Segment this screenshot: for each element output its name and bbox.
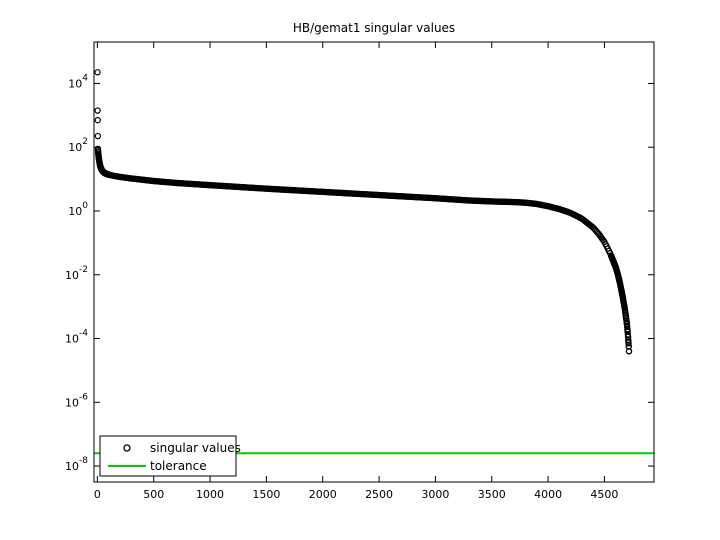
chart-title: HB/gemat1 singular values: [293, 21, 455, 35]
singular-values-layer: [94, 69, 633, 355]
y-tick-label: 10-8: [65, 456, 88, 473]
plot-area: [94, 42, 654, 482]
legend-box: [99, 435, 237, 477]
x-tick-label: 4000: [534, 488, 562, 501]
y-tick-label: 104: [68, 73, 88, 90]
x-tick-label: 3500: [478, 488, 506, 501]
x-tick-label: 500: [143, 488, 164, 501]
x-axis: 0 500 1000 1500 2000 2500 3000 3500 4000 4500: [94, 42, 618, 501]
y-tick-label: 100: [68, 201, 88, 218]
y-axis: 104 102 100 10-2 10-4 10-6 10-8: [65, 73, 654, 473]
legend-marker-singular-values: [123, 444, 131, 452]
data-point: [94, 132, 102, 140]
x-tick-label: 4500: [590, 488, 618, 501]
legend: singular values tolerance: [99, 435, 241, 477]
y-tick-label: 10-2: [65, 265, 88, 282]
data-point: [623, 320, 631, 328]
legend-label-tolerance: tolerance: [150, 459, 207, 473]
x-tick-label: 2000: [309, 488, 337, 501]
y-tick-label: 10-4: [65, 329, 88, 346]
x-tick-label: 1500: [252, 488, 280, 501]
x-tick-label: 2500: [365, 488, 393, 501]
x-tick-label: 3000: [421, 488, 449, 501]
data-point: [624, 327, 631, 334]
y-tick-label: 102: [68, 137, 88, 154]
x-tick-label: 0: [94, 488, 101, 501]
axes-box: [93, 41, 655, 483]
data-point: [94, 69, 101, 76]
x-tick-label: 1000: [196, 488, 224, 501]
legend-label-singular-values: singular values: [150, 441, 241, 455]
data-point: [94, 116, 101, 124]
data-point: [94, 107, 101, 114]
y-tick-label: 10-6: [65, 392, 88, 409]
data-point: [625, 348, 633, 355]
